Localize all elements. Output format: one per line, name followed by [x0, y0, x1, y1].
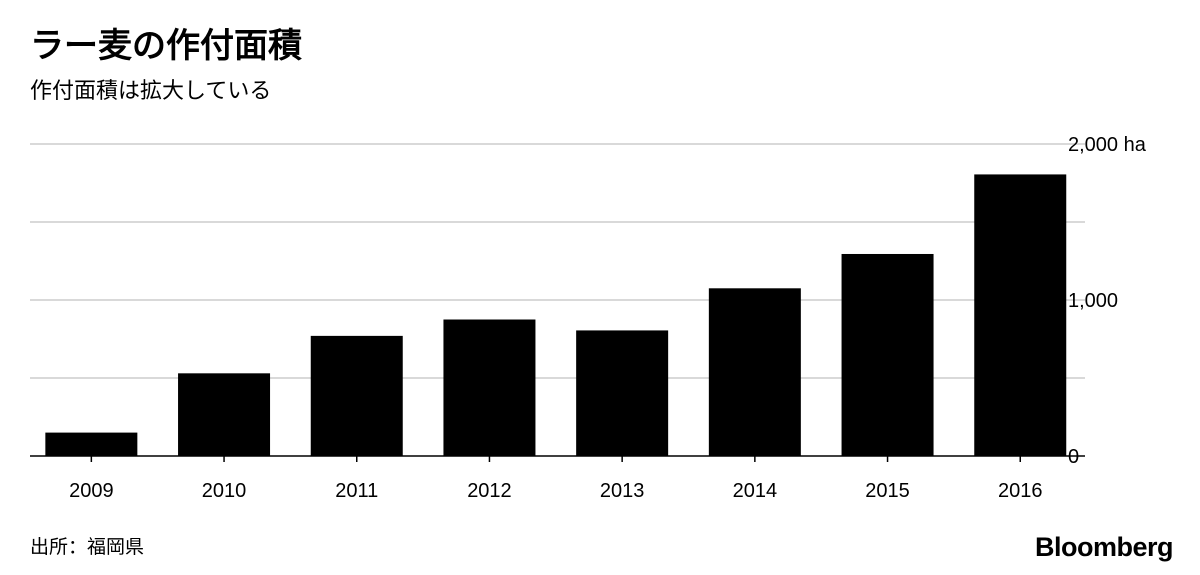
x-tick-label: 2010 [202, 480, 247, 502]
x-tick-label: 2014 [733, 480, 778, 502]
source-note: 出所：福岡県 [30, 536, 145, 558]
x-tick-label: 2009 [69, 480, 114, 502]
bar-2015 [841, 253, 934, 456]
y-tick-labels: 0 1,000 2,000 ha [1068, 134, 1147, 468]
bar-2011 [310, 335, 403, 456]
x-tick-labels: 2009 2010 2011 2012 2013 2014 2015 2016 [69, 480, 1042, 502]
x-tick-label: 2012 [467, 480, 512, 502]
bars [45, 174, 1067, 457]
bar-2009 [45, 432, 138, 456]
x-tick-label: 2013 [600, 480, 645, 502]
x-tick-label: 2016 [998, 480, 1043, 502]
bar-2013 [576, 330, 669, 456]
y-tick-label: 2,000 ha [1068, 134, 1147, 156]
chart-title: ラー麦の作付面積 [30, 26, 302, 66]
bar-2010 [178, 373, 271, 456]
y-tick-label: 0 [1068, 446, 1079, 468]
y-tick-label: 1,000 [1068, 290, 1118, 312]
bar-2016 [974, 174, 1067, 457]
chart-subtitle: 作付面積は拡大している [30, 79, 272, 104]
x-tick-label: 2015 [865, 480, 910, 502]
bar-2014 [708, 288, 801, 456]
bloomberg-logo: Bloomberg [1034, 532, 1174, 562]
bar-2012 [443, 319, 536, 456]
x-axis [30, 455, 1085, 462]
x-tick-label: 2011 [335, 480, 378, 502]
